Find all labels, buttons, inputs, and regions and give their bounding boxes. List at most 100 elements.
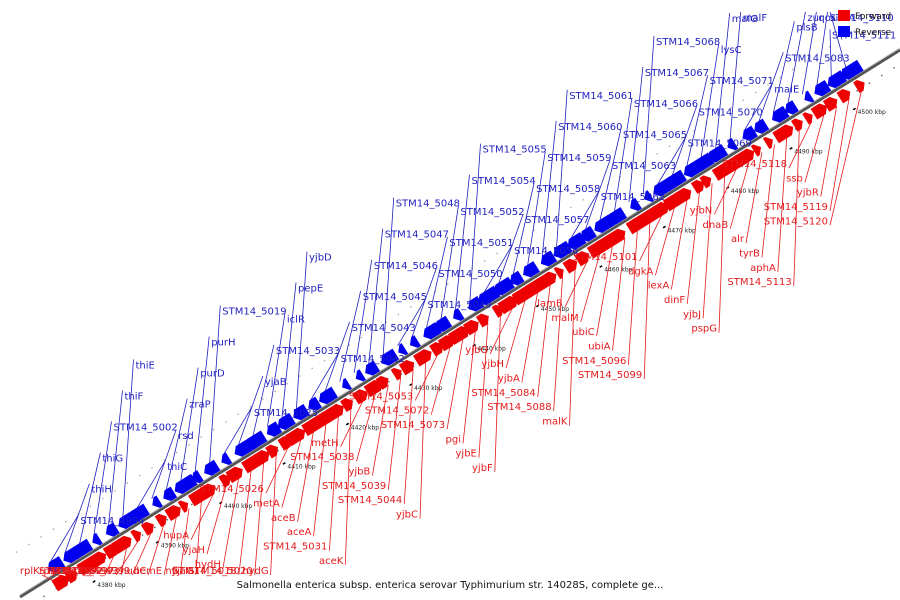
forward-gene-label: yjbR bbox=[797, 188, 819, 199]
guide-dot bbox=[388, 381, 390, 383]
reverse-gene-label: malF bbox=[743, 13, 768, 24]
reverse-gene-label: STM14_5025 bbox=[254, 408, 318, 419]
forward-gene-label-leader bbox=[265, 446, 289, 494]
reverse-gene-label: STM14_5060 bbox=[558, 122, 622, 133]
forward-gene-label: STM14_5118 bbox=[723, 159, 787, 170]
tick-label: 4450 kbp bbox=[541, 306, 569, 313]
forward-gene-label: dinF bbox=[664, 295, 685, 306]
forward-gene-label-leader bbox=[494, 314, 501, 473]
forward-gene-label: hydG bbox=[242, 566, 268, 577]
reverse-gene-label-leader bbox=[194, 336, 210, 472]
reverse-gene-label: STM14_5033 bbox=[276, 346, 340, 357]
forward-gene-label: yjbN bbox=[690, 206, 713, 217]
reverse-leaders bbox=[50, 11, 847, 562]
reverse-gene-label-leader bbox=[79, 452, 101, 544]
reverse-gene-label-leader bbox=[498, 213, 524, 284]
reverse-gene bbox=[494, 276, 515, 296]
tick-label: 4410 kbp bbox=[287, 464, 315, 471]
reverse-gene-label: STM14_5055 bbox=[483, 145, 547, 156]
forward-gene bbox=[412, 349, 432, 367]
guide-dot bbox=[868, 82, 871, 84]
reverse-gene-label: lysC bbox=[721, 45, 742, 56]
guide-dot bbox=[262, 398, 264, 400]
guide-dot bbox=[483, 260, 486, 262]
forward-gene-label-leader bbox=[505, 299, 526, 369]
forward-gene-label: alr bbox=[731, 234, 745, 245]
reverse-gene bbox=[840, 59, 864, 80]
forward-gene-label: ssb bbox=[786, 173, 803, 184]
reverse-gene bbox=[607, 207, 628, 225]
reverse-gene-label: yjbD bbox=[309, 253, 332, 264]
reverse-gene-label: pepE bbox=[298, 284, 323, 295]
reverse-gene-label-leader bbox=[744, 83, 773, 131]
guide-dot bbox=[114, 490, 116, 492]
tick-mark bbox=[92, 580, 96, 584]
reverse-gene-label-leader bbox=[50, 514, 79, 562]
reverse-gene-label: STM14_5111 bbox=[832, 31, 896, 42]
reverse-gene-label: STM14_5048 bbox=[396, 199, 460, 210]
forward-gene-label: yjaG bbox=[171, 566, 194, 577]
forward-gene-label: malM bbox=[551, 313, 578, 324]
guide-dot bbox=[191, 503, 193, 506]
reverse-gene-label: STM14_5057 bbox=[525, 215, 589, 226]
forward-gene-label-leader bbox=[643, 221, 651, 380]
reverse-gene-label-leader bbox=[339, 290, 362, 382]
reverse-gene-label: STM14_5042 bbox=[341, 354, 405, 365]
reverse-gene bbox=[398, 343, 409, 356]
guide-dot bbox=[409, 306, 412, 308]
reverse-gene-label-leader bbox=[541, 120, 557, 256]
reverse-gene bbox=[342, 377, 352, 390]
guide-dot bbox=[779, 76, 782, 79]
guide-dot bbox=[360, 336, 363, 339]
forward-gene-label: yjbH bbox=[481, 359, 504, 370]
reverse-gene-label-leader bbox=[570, 190, 600, 239]
forward-gene-label-leader bbox=[718, 175, 725, 333]
tick-mark bbox=[662, 225, 666, 229]
forward-gene-label: hemE bbox=[134, 566, 163, 577]
forward-gene bbox=[130, 529, 142, 543]
guide-dot bbox=[582, 199, 584, 201]
forward-gene-label: STM14_4993 bbox=[55, 566, 119, 577]
tick-label: 4500 kbp bbox=[858, 109, 886, 116]
reverse-gene-label: plsB bbox=[796, 22, 817, 33]
reverse-gene bbox=[523, 261, 540, 278]
forward-gene-label-leader bbox=[489, 307, 514, 355]
forward-gene bbox=[537, 271, 557, 289]
reverse-gene-label-leader bbox=[802, 11, 817, 95]
forward-gene-label-leader bbox=[222, 477, 240, 569]
tick-label: 4400 kbp bbox=[224, 503, 252, 510]
forward-gene-label: aphA bbox=[750, 263, 776, 274]
reverse-gene bbox=[453, 307, 465, 321]
guide-dot bbox=[422, 298, 424, 301]
reverse-gene bbox=[319, 386, 338, 405]
forward-gene-label: STM14_5101 bbox=[573, 252, 637, 263]
guide-dot bbox=[101, 497, 104, 500]
tick-label: 4390 kbp bbox=[161, 542, 189, 549]
guide-dot bbox=[126, 482, 129, 485]
reverse-gene-label: STM14_5056 bbox=[514, 246, 578, 257]
forward-labels: rplK rplJrpoBrpoCSTM14_4992STM14_4993STM1… bbox=[20, 159, 828, 577]
reverse-gene bbox=[666, 169, 687, 189]
tick-label: 4420 kbp bbox=[351, 424, 379, 431]
reverse-gene-label: iclR bbox=[287, 315, 305, 326]
reverse-gene-label: STM14_5083 bbox=[785, 53, 849, 64]
forward-gene-label-leader bbox=[387, 376, 402, 490]
reverse-gene bbox=[435, 315, 453, 332]
forward-gene-label-leader bbox=[686, 190, 700, 305]
forward-gene-label-leader bbox=[639, 214, 663, 262]
reverse-gene-label-leader bbox=[411, 267, 437, 337]
reverse-gene-label: STM14_5050 bbox=[438, 269, 502, 280]
guide-dot bbox=[28, 543, 30, 546]
legend-reverse-swatch bbox=[838, 26, 850, 37]
guide-dot bbox=[237, 413, 239, 416]
forward-gene-label: ubiA bbox=[588, 341, 610, 352]
reverse-gene bbox=[630, 197, 642, 211]
forward-gene-label: yjbG bbox=[465, 345, 488, 356]
guide-dot bbox=[767, 84, 769, 86]
guide-dot bbox=[154, 526, 156, 529]
guide-dot bbox=[336, 352, 338, 354]
guide-dot bbox=[138, 474, 141, 477]
forward-gene-label-leader bbox=[537, 283, 551, 397]
guide-dot bbox=[323, 359, 326, 362]
